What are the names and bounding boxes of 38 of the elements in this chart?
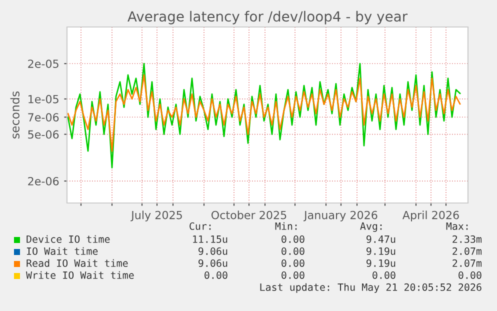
- text: 9.19u: [366, 247, 396, 255]
- line-series: [67, 74, 461, 152]
- text: Last update: Thu May 21 20:05:52 2026: [260, 283, 482, 293]
- text: 0.00: [458, 271, 482, 279]
- x-tick-label: January 2026: [303, 210, 378, 222]
- text: 0.00: [372, 271, 396, 279]
- text: 9.06u: [198, 259, 228, 267]
- y-tick-label: 5e-06: [28, 130, 59, 139]
- text: Avg:: [360, 222, 382, 232]
- text: 9.06u: [198, 247, 228, 255]
- text: 0.00: [282, 271, 304, 279]
- y-tick-label: 1e-05: [28, 94, 58, 104]
- text: Cur:: [190, 222, 211, 230]
- y-tick-label: 2e-06: [28, 177, 59, 186]
- text: 11.15u: [193, 235, 228, 243]
- text: 2.07m: [452, 247, 482, 255]
- y-tick-label: 7e-06: [28, 113, 59, 122]
- text: 0.00: [282, 247, 304, 255]
- x-tick-label: April 2026: [402, 210, 459, 222]
- legend-label: Device IO time: [26, 235, 110, 243]
- text: Min:: [275, 222, 297, 230]
- x-tick-label: October 2025: [211, 210, 286, 220]
- y-axis-title: seconds: [10, 91, 20, 138]
- text: 0.00: [282, 235, 304, 243]
- legend-label: Write IO Wait time: [26, 271, 134, 279]
- legend-label: Read IO Wait time: [26, 259, 128, 267]
- x-tick-label: July 2025: [130, 210, 182, 222]
- text: Max:: [446, 222, 468, 230]
- text: 0.00: [282, 259, 304, 267]
- text: 0.00: [204, 271, 228, 279]
- text: 2.07m: [452, 259, 482, 267]
- text: 9.47u: [366, 235, 396, 243]
- y-tick-label: 2e-05: [28, 60, 58, 68]
- legend-label: IO Wait time: [26, 247, 98, 255]
- text: 9.19u: [366, 259, 396, 267]
- text: 2.33m: [452, 235, 482, 243]
- line-series: [67, 62, 461, 168]
- chart-title: Average latency for /dev/loop4 - by year: [128, 10, 408, 24]
